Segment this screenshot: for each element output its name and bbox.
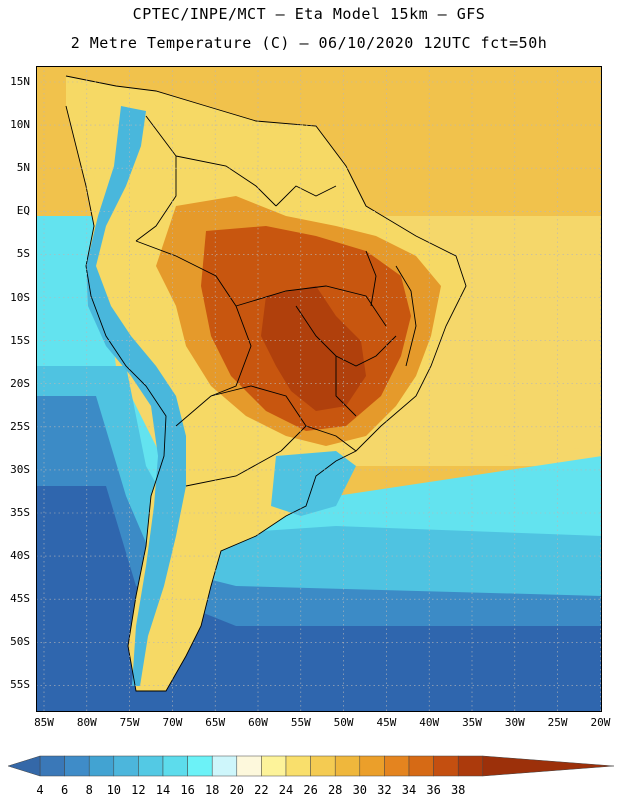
colorbar-tick-label: 16 [180,783,195,797]
colorbar-swatch [285,755,311,777]
colorbar-tick-label: 18 [204,783,220,797]
colorbar-swatch [39,755,65,777]
lat-label: 35S [10,506,30,519]
andes-cold-band [86,106,186,686]
colorbar-swatch [408,755,434,777]
lon-label: 20W [590,716,611,729]
ocean-tropical-east [366,366,602,466]
colorbar-tick-label: 6 [60,783,69,797]
colorbar-swatch [138,755,164,777]
lat-label: 15N [10,75,30,88]
colorbar-swatch [236,755,262,777]
colorbar-tick-label: 26 [303,783,318,797]
colorbar-tick-label: 14 [155,783,171,797]
colorbar-swatch [457,755,484,777]
lat-label: 10S [10,290,30,304]
lat-label: 20S [10,376,30,390]
colorbar-swatch [261,755,287,777]
colorbar-swatch [113,755,139,777]
colorbar-tick-label: 22 [254,783,269,797]
map-title-line1: CPTEC/INPE/MCT – Eta Model 15km – GFS [132,5,486,23]
colorbar-tick-label: 20 [229,783,245,797]
lon-label: 85W [34,716,54,729]
colorbar-swatch [187,755,213,777]
lon-label: 50W [333,716,354,729]
lon-label: 25W [547,716,568,729]
lat-label: 50S [10,635,30,649]
colorbar-swatch [88,755,115,777]
lon-label: 60W [248,716,268,729]
colorbar-tick-label: 8 [85,783,93,797]
colorbar-tick-label: 34 [401,783,417,797]
colorbar-tick-label: 36 [426,783,441,797]
colorbar-tick-label: 4 [36,783,44,797]
lat-label: 10N [10,118,30,132]
colorbar [7,755,615,777]
colorbar-tick-label: 38 [450,783,466,797]
lat-label: 5N [16,161,30,175]
country-borders [65,75,467,692]
colorbar-swatch [162,755,188,777]
colorbar-tick-label: 12 [131,783,146,797]
colorbar-swatch [384,755,410,777]
colorbar-low-arrow [7,755,41,777]
map-frame [36,66,602,712]
colorbar-swatch [64,755,90,777]
land-very-hot-zone [261,286,366,411]
lat-label: EQ [16,204,30,218]
lat-label: 45S [10,592,30,606]
lon-label: 35W [462,716,482,729]
lat-label: 5S [16,247,30,261]
lon-label: 80W [76,716,97,729]
map-title-line2: 2 Metre Temperature (C) – 06/10/2020 12U… [70,34,548,52]
lat-label: 30S [10,462,30,476]
lat-label: 40S [10,549,30,563]
lon-label: 45W [376,716,397,729]
colorbar-swatch [433,755,459,777]
colorbar-tick-label: 30 [352,783,368,797]
colorbar-tick-label: 28 [327,783,343,797]
lat-label: 55S [10,678,30,692]
colorbar-swatch [211,755,238,777]
colorbar-tick-label: 24 [278,783,294,797]
colorbar-swatch [310,755,336,777]
lon-label: 30W [504,716,525,729]
lat-label: 25S [10,419,30,433]
lon-label: 40W [419,716,440,729]
lon-label: 55W [290,716,311,729]
lon-label: 65W [205,716,226,729]
temperature-map [36,66,602,712]
colorbar-tick-label: 10 [106,783,122,797]
lon-label: 70W [162,716,183,729]
lat-label: 15S [10,333,30,347]
colorbar-high-arrow [482,755,615,777]
colorbar-swatch [334,755,361,777]
colorbar-swatch [359,755,385,777]
colorbar-tick-label: 32 [377,783,392,797]
lon-label: 75W [119,716,140,729]
